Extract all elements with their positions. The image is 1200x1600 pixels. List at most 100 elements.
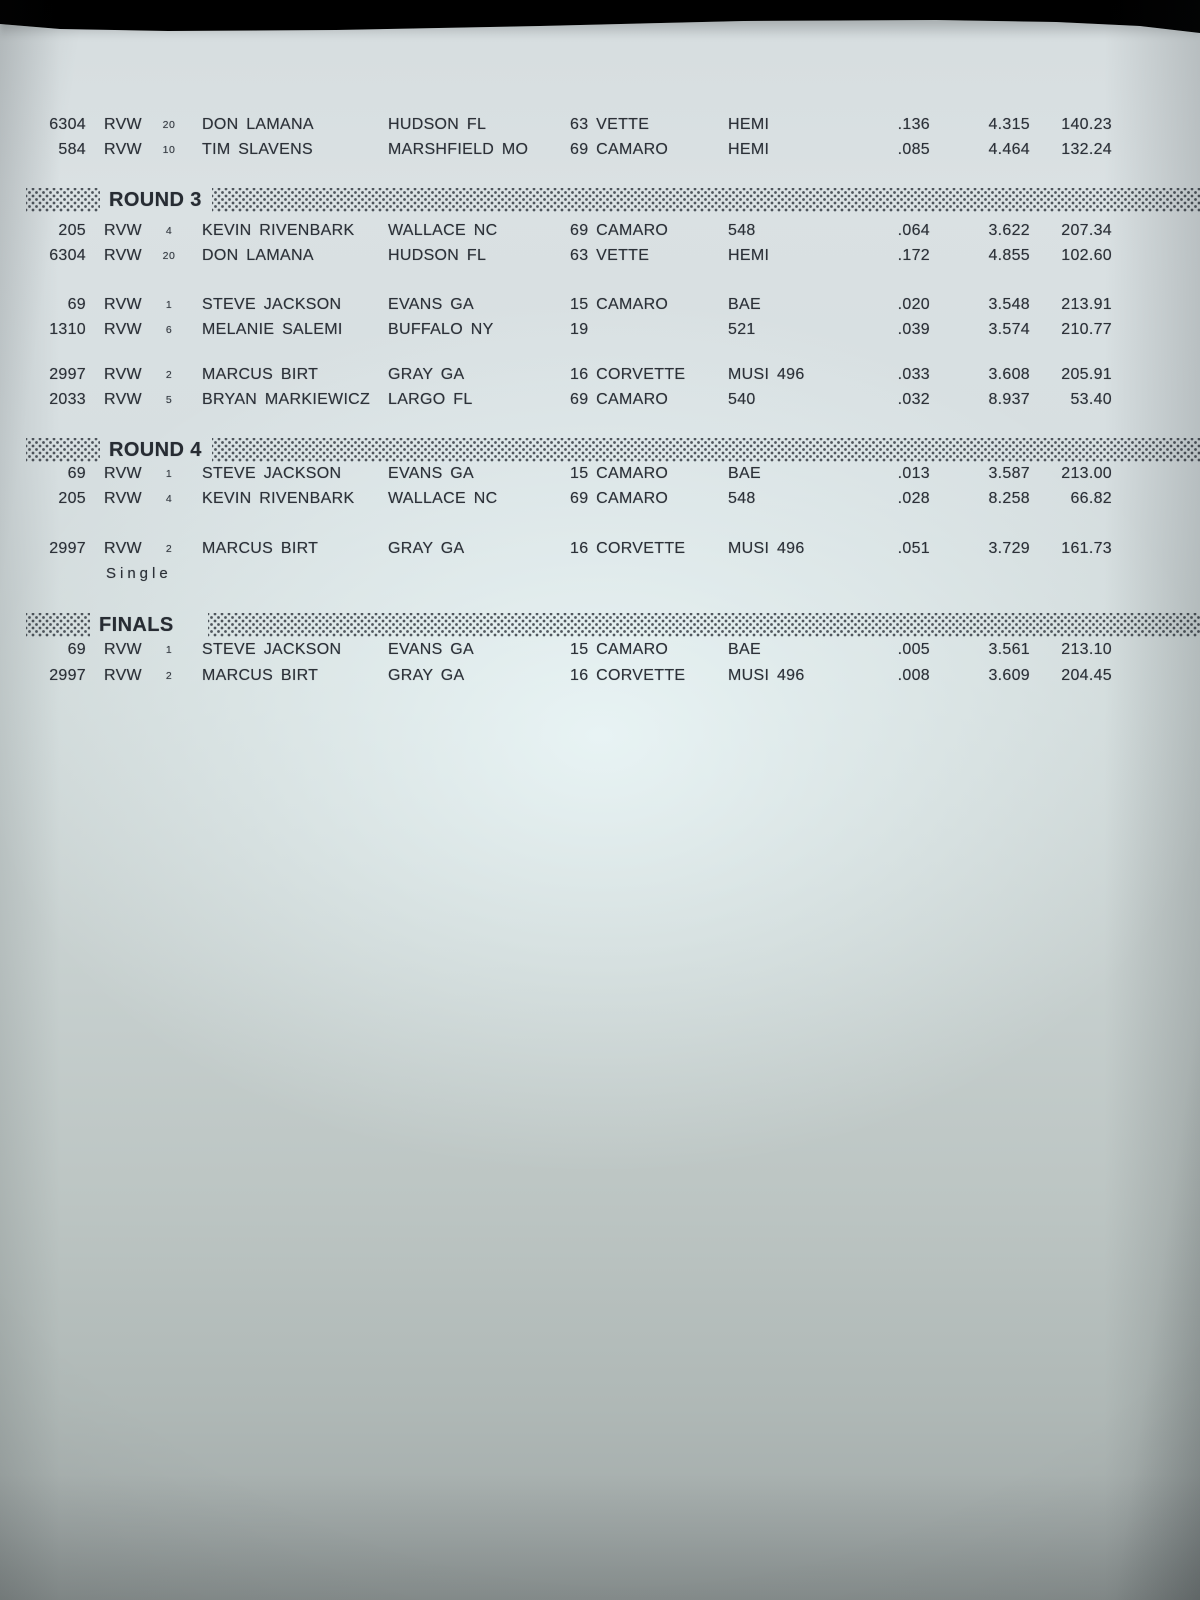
seed-number: 4 — [165, 225, 173, 237]
reaction-time: .020 — [897, 296, 930, 313]
car-number: 69 — [67, 465, 86, 482]
engine: HEMI — [728, 141, 770, 158]
car-number: 584 — [58, 141, 86, 158]
hometown: MARSHFIELD MO — [388, 141, 529, 158]
driver-name: KEVIN RIVENBARK — [202, 222, 355, 239]
seed-number: 6 — [165, 324, 173, 336]
car-number: 205 — [58, 222, 86, 239]
elapsed-time: 3.609 — [988, 667, 1030, 684]
car-number: 6304 — [49, 247, 86, 264]
reaction-time: .008 — [897, 667, 930, 684]
car-model: 63 VETTE — [570, 247, 650, 264]
engine: BAE — [728, 296, 761, 313]
speed-mph: 204.45 — [1061, 667, 1112, 684]
single-note: Single — [106, 565, 172, 582]
speed-mph: 213.91 — [1061, 296, 1112, 313]
class-label: RVW — [104, 296, 142, 313]
section-band: ROUND 3 — [26, 188, 1200, 212]
section-label: FINALS — [99, 614, 174, 636]
elapsed-time: 3.729 — [988, 540, 1030, 557]
elapsed-time: 3.574 — [988, 321, 1030, 338]
elapsed-time: 8.258 — [988, 490, 1030, 507]
result-row: 2997 RVW 2 MARCUS BIRT GRAY GA 16 CORVETTE MUS… — [0, 365, 1200, 385]
hometown: GRAY GA — [388, 540, 465, 557]
class-label: RVW — [104, 247, 142, 264]
section-label: ROUND 3 — [109, 189, 202, 211]
reaction-time: .032 — [897, 391, 930, 408]
hometown: WALLACE NC — [388, 222, 498, 239]
result-row: 6304 RVW 20 DON LAMANA HUDSON FL 63 VETTE HEMI… — [0, 246, 1200, 266]
result-row: 2033 RVW 5 BRYAN MARKIEWICZ LARGO FL 69 CAMAR… — [0, 390, 1200, 410]
engine: MUSI 496 — [728, 667, 805, 684]
halftone-dots — [26, 438, 100, 462]
speed-mph: 213.00 — [1061, 465, 1112, 482]
car-number: 1310 — [49, 321, 86, 338]
section-band: ROUND 4 — [26, 438, 1200, 462]
result-row: Single — [0, 564, 1200, 584]
driver-name: TIM SLAVENS — [202, 141, 313, 158]
result-row: 69 RVW 1 STEVE JACKSON EVANS GA 15 CAMARO BAE.… — [0, 295, 1200, 315]
hometown: GRAY GA — [388, 667, 465, 684]
halftone-dots — [26, 188, 100, 212]
result-row: 205 RVW 4 KEVIN RIVENBARK WALLACE NC 69 CAMAR… — [0, 221, 1200, 241]
driver-name: MARCUS BIRT — [202, 540, 319, 557]
car-number: 69 — [67, 641, 86, 658]
section-label: ROUND 4 — [109, 439, 202, 461]
speed-mph: 207.34 — [1061, 222, 1112, 239]
class-label: RVW — [104, 540, 142, 557]
class-label: RVW — [104, 641, 142, 658]
seed-number: 1 — [165, 644, 173, 656]
halftone-dots — [26, 613, 90, 637]
hometown: LARGO FL — [388, 391, 473, 408]
car-number: 2033 — [49, 391, 86, 408]
speed-mph: 140.23 — [1061, 116, 1112, 133]
car-model: 16 CORVETTE — [570, 540, 686, 557]
engine: HEMI — [728, 116, 770, 133]
elapsed-time: 3.561 — [988, 641, 1030, 658]
reaction-time: .039 — [897, 321, 930, 338]
reaction-time: .013 — [897, 465, 930, 482]
elapsed-time: 3.587 — [988, 465, 1030, 482]
hometown: WALLACE NC — [388, 490, 498, 507]
car-model: 63 VETTE — [570, 116, 650, 133]
class-label: RVW — [104, 366, 142, 383]
elapsed-time: 4.855 — [988, 247, 1030, 264]
car-model: 15 CAMARO — [570, 465, 669, 482]
engine: HEMI — [728, 247, 770, 264]
elapsed-time: 4.315 — [988, 116, 1030, 133]
hometown: EVANS GA — [388, 465, 475, 482]
driver-name: STEVE JACKSON — [202, 641, 342, 658]
engine: 521 — [728, 321, 756, 338]
driver-name: MELANIE SALEMI — [202, 321, 343, 338]
hometown: BUFFALO NY — [388, 321, 494, 338]
speed-mph: 132.24 — [1061, 141, 1112, 158]
speed-mph: 102.60 — [1061, 247, 1112, 264]
car-number: 2997 — [49, 540, 86, 557]
speed-mph: 66.82 — [1070, 490, 1112, 507]
hometown: GRAY GA — [388, 366, 465, 383]
car-number: 69 — [67, 296, 86, 313]
driver-name: KEVIN RIVENBARK — [202, 490, 355, 507]
seed-number: 4 — [165, 493, 173, 505]
car-number: 205 — [58, 490, 86, 507]
result-row: 2997 RVW 2 MARCUS BIRT GRAY GA 16 CORVETTE MUS… — [0, 539, 1200, 559]
elapsed-time: 3.608 — [988, 366, 1030, 383]
seed-number: 20 — [162, 119, 176, 131]
elapsed-time: 3.548 — [988, 296, 1030, 313]
car-model: 69 CAMARO — [570, 490, 669, 507]
elapsed-time: 4.464 — [988, 141, 1030, 158]
car-model: 16 CORVETTE — [570, 667, 686, 684]
class-label: RVW — [104, 391, 142, 408]
speed-mph: 210.77 — [1061, 321, 1112, 338]
seed-number: 1 — [165, 468, 173, 480]
driver-name: STEVE JACKSON — [202, 465, 342, 482]
speed-mph: 205.91 — [1061, 366, 1112, 383]
engine: BAE — [728, 641, 761, 658]
engine: BAE — [728, 465, 761, 482]
elapsed-time: 8.937 — [988, 391, 1030, 408]
section-band: FINALS — [26, 613, 1200, 637]
halftone-dots — [211, 438, 1200, 462]
hometown: HUDSON FL — [388, 116, 487, 133]
